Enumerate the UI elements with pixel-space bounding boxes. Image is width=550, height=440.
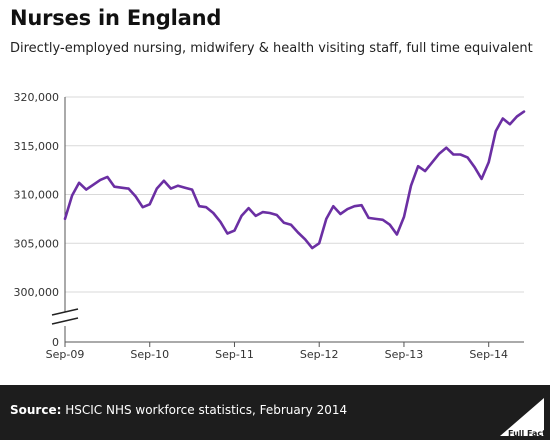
series-layer [63,110,526,250]
axis-break-mark [51,308,79,316]
x-tick-label: Sep-13 [385,348,424,361]
x-tick-label: Sep-11 [215,348,254,361]
source-line: Source: HSCIC NHS workforce statistics, … [10,403,347,417]
source-text: HSCIC NHS workforce statistics, February… [61,403,348,417]
line-chart: 320,000 315,000 310,000 305,000 300,000 0 Sep… [14,91,526,361]
x-tick-label: Sep-10 [130,348,169,361]
x-tick-label: Sep-09 [46,348,85,361]
y-tick-label: 310,000 [14,189,60,202]
y-tick-label: 0 [52,336,59,349]
full-fact-logo-icon [500,398,544,436]
logo-text: Full Fact [508,429,546,438]
chart-title: Nurses in England [10,6,222,30]
y-tick-label: 300,000 [14,286,60,299]
y-tick-label: 305,000 [14,237,60,250]
axes [51,97,524,343]
source-label: Source: [10,403,62,417]
chart-subtitle: Directly-employed nursing, midwifery & h… [10,41,533,56]
x-tick-label: Sep-14 [469,348,508,361]
series-line [63,110,526,250]
y-tick-label: 315,000 [14,140,60,153]
y-axis-ticks: 320,000 315,000 310,000 305,000 300,000 0 [14,91,60,349]
axis-break-mark [51,317,79,325]
x-tick-label: Sep-12 [300,348,339,361]
y-tick-label: 320,000 [14,91,60,104]
x-axis-ticks: Sep-09 Sep-10 Sep-11 Sep-12 Sep-13 Sep-14 [46,342,508,361]
footer-bar: Source: HSCIC NHS workforce statistics, … [0,385,550,440]
grid-lines [65,96,524,293]
